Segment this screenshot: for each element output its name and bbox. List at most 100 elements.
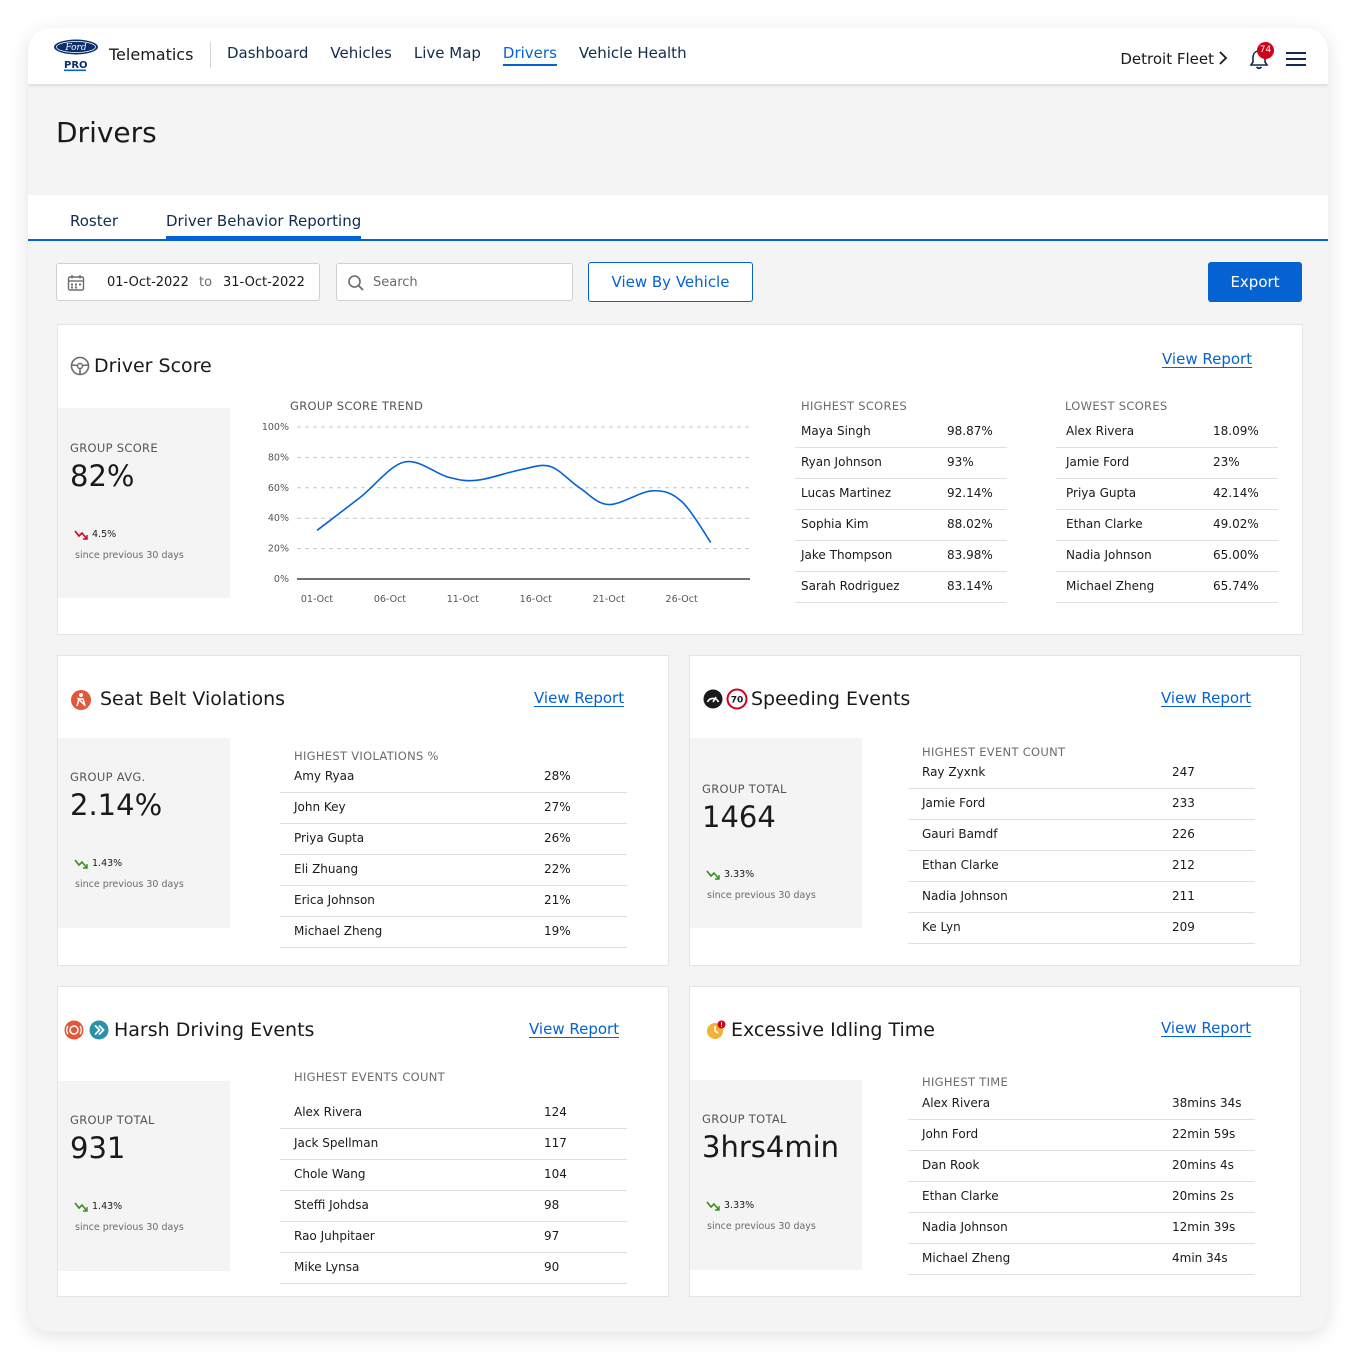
list-item: Chole Wang 104 [280, 1160, 627, 1191]
list-item-value: 117 [544, 1136, 567, 1150]
search-field[interactable] [336, 263, 573, 301]
nav-link-live-map[interactable]: Live Map [413, 44, 481, 62]
list-item-name: Eli Zhuang [294, 862, 359, 876]
speeding-title: Speeding Events [751, 688, 911, 710]
list-item-value: 98.87% [947, 424, 993, 438]
steering-wheel-icon [70, 356, 90, 376]
list-item: Nadia Johnson 65.00% [1056, 541, 1278, 572]
list-item-value: 20mins 4s [1172, 1158, 1234, 1172]
speeding-list-header: HIGHEST EVENT COUNT [922, 745, 1066, 759]
list-item-value: 65.74% [1213, 579, 1259, 593]
list-item-name: Maya Singh [801, 424, 871, 438]
date-range-picker[interactable]: 01-Oct-2022 to 31-Oct-2022 [56, 263, 320, 301]
notification-badge: 74 [1257, 42, 1274, 59]
list-item-name: Alex Rivera [922, 1096, 991, 1110]
chart-title: GROUP SCORE TREND [290, 399, 424, 413]
list-item: Ryan Johnson 93% [795, 448, 1007, 479]
list-item-name: Michael Zheng [1066, 579, 1155, 593]
driver-score-view-report-link[interactable]: View Report [1162, 350, 1253, 368]
seat-belt-group-label: GROUP AVG. [70, 770, 146, 784]
list-item: Jack Spellman 117 [280, 1129, 627, 1160]
harsh-driving-trend-value: 1.43% [92, 1201, 123, 1212]
idling-view-report-link[interactable]: View Report [1161, 1019, 1252, 1037]
list-item-name: Priya Gupta [1066, 486, 1137, 500]
list-item-value: 97 [544, 1229, 560, 1243]
harsh-driving-list-header: HIGHEST EVENTS COUNT [294, 1070, 445, 1084]
list-item-name: Ray Zyxnk [922, 765, 986, 779]
hamburger-icon[interactable] [1286, 51, 1306, 67]
speeding-card: 70 Speeding Events View Report GROUP TOT… [689, 655, 1301, 966]
tab-roster[interactable]: Roster [70, 212, 119, 230]
list-item-name: Nadia Johnson [1066, 548, 1152, 562]
trend-up-icon [74, 859, 88, 869]
search-input[interactable] [373, 268, 563, 296]
list-item: John Ford 22min 59s [908, 1120, 1255, 1151]
list-item: Alex Rivera 124 [280, 1098, 627, 1129]
speed-limit-value: 70 [731, 696, 744, 706]
trend-up-icon [706, 870, 720, 880]
seat-belt-card: Seat Belt Violations View Report GROUP A… [57, 655, 669, 966]
list-item-value: 124 [544, 1105, 567, 1119]
list-item-name: Nadia Johnson [922, 889, 1008, 903]
seat-belt-title: Seat Belt Violations [100, 688, 286, 710]
list-item: Nadia Johnson 211 [908, 882, 1255, 913]
harsh-acceleration-icon [89, 1020, 109, 1040]
svg-text:PRO: PRO [64, 60, 88, 71]
list-item-value: 83.98% [947, 548, 993, 562]
list-item-value: 27% [544, 800, 571, 814]
seat-belt-view-report-link[interactable]: View Report [534, 689, 625, 707]
list-item-name: Priya Gupta [294, 831, 365, 845]
export-button[interactable]: Export [1208, 262, 1302, 302]
list-item: Ke Lyn 209 [908, 913, 1255, 944]
y-tick-label: 0% [274, 574, 289, 585]
list-item-value: 26% [544, 831, 571, 845]
group-score-since: since previous 30 days [75, 550, 184, 561]
tab-driver-behavior-reporting[interactable]: Driver Behavior Reporting [166, 212, 362, 239]
idling-stat-panel: GROUP TOTAL 3hrs4min 3.33% since previou… [690, 1080, 862, 1270]
speeding-since: since previous 30 days [707, 890, 816, 901]
list-item: Ethan Clarke 212 [908, 851, 1255, 882]
list-item-name: Ethan Clarke [922, 858, 999, 872]
harsh-driving-view-report-link[interactable]: View Report [529, 1020, 620, 1038]
nav-link-dashboard[interactable]: Dashboard [227, 44, 309, 62]
list-item-value: 49.02% [1213, 517, 1259, 531]
list-item-value: 104 [544, 1167, 567, 1181]
fleet-selector[interactable]: Detroit Fleet [1120, 50, 1214, 68]
date-to[interactable]: 31-Oct-2022 [223, 275, 305, 290]
list-item-name: Ke Lyn [922, 920, 961, 934]
date-from[interactable]: 01-Oct-2022 [107, 275, 189, 290]
list-item-value: 22min 59s [1172, 1127, 1236, 1141]
speeding-view-report-link[interactable]: View Report [1161, 689, 1252, 707]
list-item: Alex Rivera 38mins 34s [908, 1089, 1255, 1120]
group-score-panel: GROUP SCORE 82% 4.5% since previous 30 d… [58, 408, 230, 598]
seat-belt-group-value: 2.14% [70, 788, 163, 822]
calendar-icon [67, 275, 85, 291]
list-item-name: Ethan Clarke [922, 1189, 999, 1203]
seat-belt-icon [71, 690, 91, 710]
list-item: Dan Rook 20mins 4s [908, 1151, 1255, 1182]
nav-link-drivers[interactable]: Drivers [502, 44, 557, 66]
list-item: Rao Juhpitaer 97 [280, 1222, 627, 1253]
app-window: Ford PRO Telematics Dashboard Vehicles L… [28, 28, 1328, 1332]
list-item: Michael Zheng 4min 34s [908, 1244, 1255, 1275]
idling-trend-value: 3.33% [724, 1200, 755, 1211]
ford-pro-logo-icon[interactable]: Ford PRO [52, 38, 100, 72]
nav-link-vehicle-health[interactable]: Vehicle Health [578, 44, 687, 62]
list-item: Lucas Martinez 92.14% [795, 479, 1007, 510]
list-item-name: Jake Thompson [801, 548, 893, 562]
chevron-right-icon[interactable] [1218, 50, 1228, 66]
y-tick-label: 60% [268, 483, 289, 494]
x-tick-label: 06-Oct [374, 594, 406, 605]
list-item-name: Mike Lynsa [294, 1260, 360, 1274]
list-item-value: 98 [544, 1198, 560, 1212]
nav-link-vehicles[interactable]: Vehicles [330, 44, 392, 62]
view-by-vehicle-button[interactable]: View By Vehicle [588, 262, 753, 302]
x-tick-label: 01-Oct [301, 594, 333, 605]
list-item-value: 38mins 34s [1172, 1096, 1242, 1110]
list-item-name: John Key [294, 800, 346, 814]
main-nav: Dashboard Vehicles Live Map Drivers Vehi… [227, 44, 687, 66]
list-item-name: Sarah Rodriguez [801, 579, 900, 593]
speeding-list: Ray Zyxnk 247 Jamie Ford 233 Gauri Bamdf 226 E… [908, 758, 1255, 944]
list-item-value: 28% [544, 769, 571, 783]
list-item-name: John Ford [922, 1127, 979, 1141]
